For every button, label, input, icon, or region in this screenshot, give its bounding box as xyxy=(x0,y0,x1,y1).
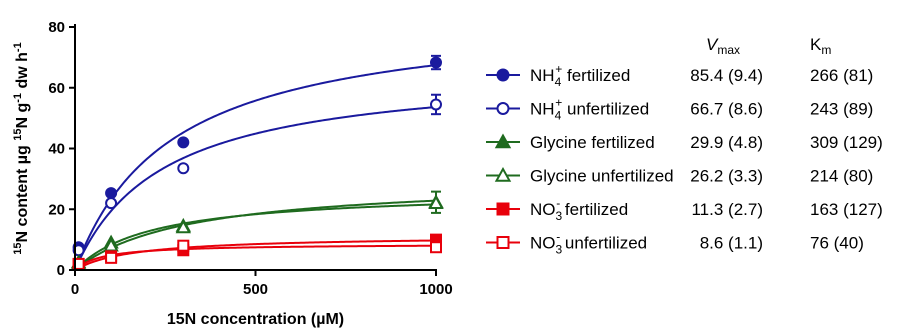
fit-curve xyxy=(74,199,437,271)
legend-marker xyxy=(496,102,510,115)
legend-label: NH4+ unfertilized xyxy=(530,96,649,123)
y-tick-label: 80 xyxy=(48,19,65,36)
legend-marker xyxy=(494,133,512,149)
data-point xyxy=(175,219,191,234)
series-2 xyxy=(70,190,444,271)
legend-entry: NH4+ fertilized 85.4 (9.4) 266 (81) xyxy=(486,62,873,89)
legend-label: NO3- unfertilized xyxy=(530,230,647,257)
series-0 xyxy=(72,54,442,271)
fit-curve xyxy=(74,244,437,271)
series-5 xyxy=(72,239,442,271)
vmax-value: 8.6 (1.1) xyxy=(700,234,763,253)
legend-label: Glycine fertilized xyxy=(530,133,655,152)
data-point xyxy=(105,197,118,210)
km-value: 76 (40) xyxy=(810,234,864,253)
legend-marker xyxy=(496,202,510,216)
data-point xyxy=(105,251,118,264)
data-point xyxy=(72,257,85,270)
x-tick-label: 500 xyxy=(243,281,268,298)
data-point xyxy=(430,56,442,69)
fit-curve xyxy=(74,64,437,271)
x-axis-title: 15N concentration (µM) xyxy=(167,311,344,328)
y-tick-label: 40 xyxy=(48,141,65,158)
km-value: 243 (89) xyxy=(810,100,873,119)
data-point xyxy=(177,136,190,149)
x-tick-label: 0 xyxy=(71,281,79,298)
legend-marker xyxy=(494,166,512,182)
vmax-value: 11.3 (2.7) xyxy=(691,200,763,219)
km-value: 163 (127) xyxy=(810,200,883,219)
fit-curve xyxy=(74,106,437,271)
km-value: 309 (129) xyxy=(810,133,883,152)
y-axis-title: 15N content µg 15N g-1 dw h-1 xyxy=(12,42,31,254)
vmax-value: 26.2 (3.3) xyxy=(690,167,763,186)
axes: 0 20 40 60 80 0 500 1000 15N concentration (µM) 1… xyxy=(12,19,453,328)
legend-label: Glycine unfertilized xyxy=(530,167,674,186)
legend-label: NO3- fertilized xyxy=(530,196,628,223)
y-tick-label: 60 xyxy=(48,80,65,97)
series-1 xyxy=(72,93,442,271)
km-value: 214 (80) xyxy=(810,167,873,186)
data-point xyxy=(105,187,118,200)
km-value: 266 (81) xyxy=(810,66,873,85)
legend-entry: NO3- fertilized 11.3 (2.7) 163 (127) xyxy=(486,196,883,223)
legend-entry: Glycine fertilized 29.9 (4.8) 309 (129) xyxy=(486,133,883,152)
data-point xyxy=(430,241,442,254)
data-point xyxy=(428,195,444,209)
legend-label: NH4+ fertilized xyxy=(530,62,630,89)
x-tick-label: 1000 xyxy=(419,281,452,298)
fit-curve xyxy=(74,239,437,271)
series-3 xyxy=(70,195,444,271)
vmax-value: 66.7 (8.6) xyxy=(690,100,763,119)
data-point xyxy=(177,162,190,175)
y-tick-label: 20 xyxy=(48,201,65,218)
vmax-header: Vmax xyxy=(706,35,740,57)
km-header: Km xyxy=(810,35,831,57)
legend-entry: Glycine unfertilized 26.2 (3.3) 214 (80) xyxy=(486,167,873,186)
vmax-value: 85.4 (9.4) xyxy=(690,66,763,85)
y-tick-label: 0 xyxy=(57,262,65,279)
legend-entry: NH4+ unfertilized 66.7 (8.6) 243 (89) xyxy=(486,96,873,123)
plot-area xyxy=(70,54,444,271)
data-point xyxy=(430,98,442,111)
legend-marker xyxy=(496,68,510,82)
vmax-value: 29.9 (4.8) xyxy=(690,133,763,152)
legend-marker xyxy=(496,236,510,249)
fit-curve xyxy=(74,203,437,271)
legend-entry: NO3- unfertilized 8.6 (1.1) 76 (40) xyxy=(486,230,864,257)
data-point xyxy=(177,239,190,252)
